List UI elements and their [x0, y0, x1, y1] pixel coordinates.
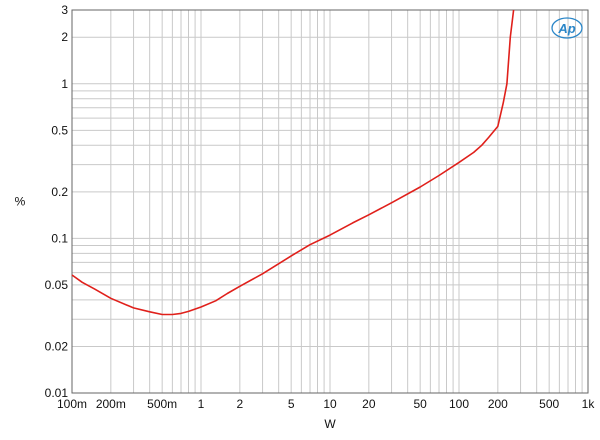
series-line — [71, 9, 515, 316]
y-axis-label: % — [15, 195, 26, 209]
y-tick-labels: 0.01 0.02 0.05 0.1 0.2 0.5 1 2 3 — [45, 3, 69, 400]
x-tick-labels: 100m 200m 500m 1 2 5 10 20 50 100 200 500 1k — [57, 397, 595, 411]
x-tick-label: 200 — [488, 397, 508, 411]
x-tick-label: 1 — [198, 397, 205, 411]
x-tick-label: 100m — [57, 397, 87, 411]
y-tick-label: 0.5 — [51, 123, 68, 137]
y-tick-label: 0.1 — [51, 231, 68, 245]
y-tick-label: 2 — [61, 30, 68, 44]
series — [71, 9, 515, 316]
plot-frame — [71, 9, 589, 394]
x-tick-label: 1k — [582, 397, 596, 411]
logo-text: Ap — [557, 21, 575, 36]
grid — [71, 9, 588, 394]
x-tick-label: 200m — [96, 397, 126, 411]
y-tick-label: 0.02 — [45, 339, 69, 353]
x-tick-label: 10 — [323, 397, 337, 411]
y-tick-label: 3 — [61, 3, 68, 17]
x-tick-label: 20 — [362, 397, 376, 411]
y-tick-label: 0.2 — [51, 185, 68, 199]
x-axis-label: W — [324, 417, 336, 431]
ap-logo: Ap — [551, 17, 583, 39]
y-tick-label: 0.05 — [45, 278, 69, 292]
logo-ring — [551, 17, 583, 39]
x-tick-label: 50 — [413, 397, 427, 411]
x-tick-label: 2 — [236, 397, 243, 411]
x-tick-label: 500m — [147, 397, 177, 411]
x-tick-label: 500 — [539, 397, 559, 411]
y-tick-label: 1 — [61, 77, 68, 91]
x-tick-label: 5 — [288, 397, 295, 411]
y-tick-label: 0.01 — [45, 386, 69, 400]
x-tick-label: 100 — [449, 397, 469, 411]
